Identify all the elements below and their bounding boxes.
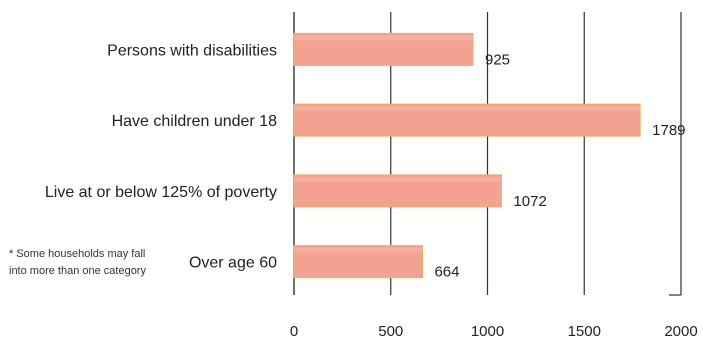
bar-highlight <box>294 35 473 41</box>
x-tick-label: 2000 <box>664 323 697 340</box>
value-label: 1789 <box>652 122 685 139</box>
category-labels: Persons with disabilities Have children u… <box>45 42 277 271</box>
category-label: Over age 60 <box>189 255 277 272</box>
x-tick-label: 1500 <box>568 323 601 340</box>
x-tick-label: 500 <box>378 323 403 340</box>
bar-highlight <box>294 247 423 253</box>
category-label: Have children under 18 <box>112 113 278 130</box>
value-label: 925 <box>485 51 510 68</box>
bar-highlight <box>294 176 502 182</box>
x-tick-label: 0 <box>290 323 298 340</box>
value-label: 1072 <box>513 193 546 210</box>
footnote: * Some households may fall into more tha… <box>9 248 146 277</box>
category-label: Persons with disabilities <box>107 42 277 59</box>
x-tick-label: 1000 <box>471 323 504 340</box>
value-label: 664 <box>434 264 459 281</box>
bar-highlight <box>294 106 641 112</box>
bars <box>293 32 641 279</box>
x-tick-labels: 0 500 1000 1500 2000 <box>290 323 698 340</box>
category-label: Live at or below 125% of poverty <box>45 184 277 201</box>
value-labels: 925 1789 1072 664 <box>434 51 685 280</box>
